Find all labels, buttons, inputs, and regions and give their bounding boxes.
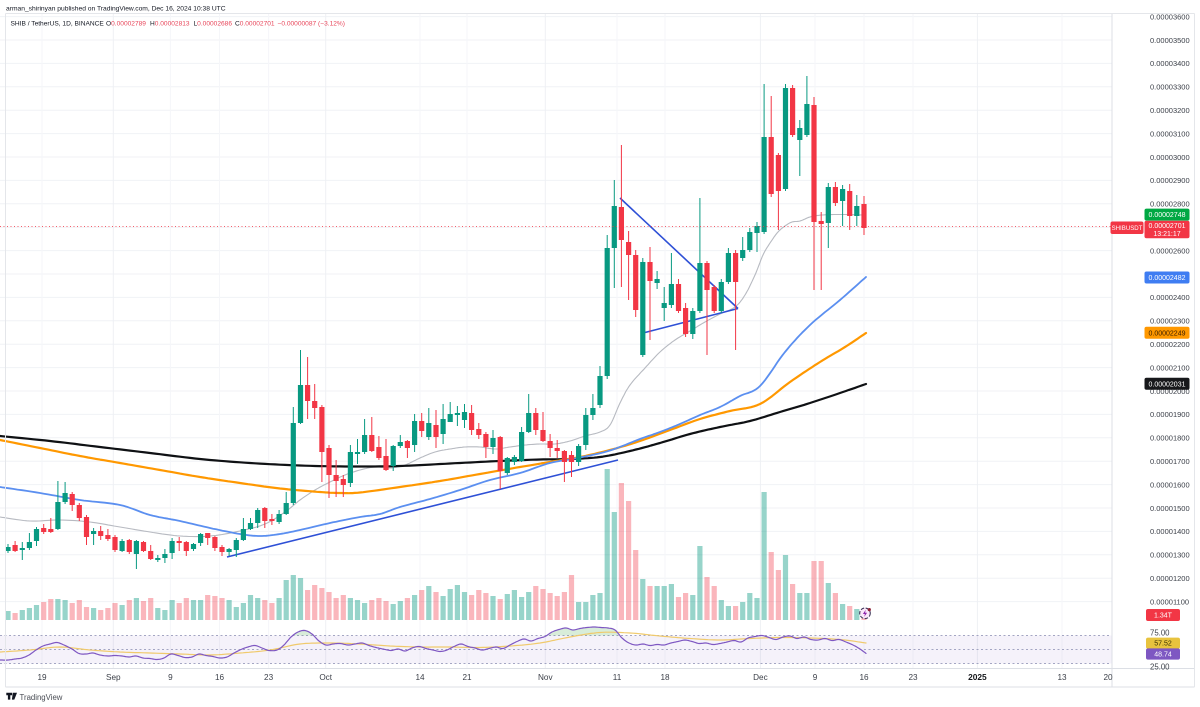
svg-text:0.00002249: 0.00002249 xyxy=(1149,330,1186,337)
svg-text:0.00003000: 0.00003000 xyxy=(1150,153,1190,162)
svg-text:arman_shirinyan published on T: arman_shirinyan published on TradingView… xyxy=(6,6,226,13)
svg-text:0.00003300: 0.00003300 xyxy=(1150,83,1190,92)
svg-text:75.00: 75.00 xyxy=(1150,628,1170,637)
svg-text:0.00001100: 0.00001100 xyxy=(1150,597,1189,606)
svg-text:Nov: Nov xyxy=(538,673,553,682)
svg-text:23: 23 xyxy=(908,673,918,682)
svg-text:13:21:17: 13:21:17 xyxy=(1153,231,1180,238)
svg-text:16: 16 xyxy=(215,673,225,682)
svg-text:0.00002748: 0.00002748 xyxy=(1149,212,1186,219)
svg-text:2025: 2025 xyxy=(968,672,987,682)
svg-text:Dec: Dec xyxy=(753,673,768,682)
svg-text:SHIBUSDT: SHIBUSDT xyxy=(1112,225,1143,232)
svg-text:0.00001500: 0.00001500 xyxy=(1150,504,1190,513)
svg-text:0.00001800: 0.00001800 xyxy=(1150,434,1190,443)
svg-text:0.00003600: 0.00003600 xyxy=(1150,12,1190,21)
svg-text:0.00002400: 0.00002400 xyxy=(1150,293,1190,302)
svg-text:0.00002482: 0.00002482 xyxy=(1149,275,1186,282)
svg-text:0.00003100: 0.00003100 xyxy=(1150,129,1190,138)
svg-text:TradingView: TradingView xyxy=(20,693,63,702)
svg-text:57.52: 57.52 xyxy=(1154,641,1172,648)
svg-text:0.00001600: 0.00001600 xyxy=(1150,480,1190,489)
svg-text:16: 16 xyxy=(859,673,869,682)
svg-text:9: 9 xyxy=(168,673,173,682)
svg-text:0.00001300: 0.00001300 xyxy=(1150,551,1190,560)
svg-text:14: 14 xyxy=(415,673,425,682)
svg-text:Sep: Sep xyxy=(106,673,121,682)
svg-text:0.00001900: 0.00001900 xyxy=(1150,410,1190,419)
svg-text:0.00002900: 0.00002900 xyxy=(1150,176,1190,185)
svg-text:0.00002300: 0.00002300 xyxy=(1150,317,1190,326)
svg-text:11: 11 xyxy=(613,673,622,682)
svg-text:21: 21 xyxy=(462,673,472,682)
svg-text:19: 19 xyxy=(37,673,47,682)
svg-text:0.00002600: 0.00002600 xyxy=(1150,246,1190,255)
svg-text:23: 23 xyxy=(264,673,274,682)
svg-text:20: 20 xyxy=(1103,673,1113,682)
svg-text:0.00002031: 0.00002031 xyxy=(1149,381,1186,388)
svg-text:0.00003200: 0.00003200 xyxy=(1150,106,1190,115)
svg-text:0.00002100: 0.00002100 xyxy=(1150,363,1190,372)
svg-text:1.34T: 1.34T xyxy=(1154,613,1173,620)
svg-text:25.00: 25.00 xyxy=(1150,662,1170,671)
svg-text:0.00002701: 0.00002701 xyxy=(1149,223,1186,230)
svg-text:0.00003500: 0.00003500 xyxy=(1150,36,1190,45)
svg-text:48.74: 48.74 xyxy=(1154,652,1172,659)
svg-text:0.00001400: 0.00001400 xyxy=(1150,527,1190,536)
svg-text:9: 9 xyxy=(813,673,818,682)
svg-text:0.00001700: 0.00001700 xyxy=(1150,457,1190,466)
svg-text:0.00002000: 0.00002000 xyxy=(1150,387,1190,396)
svg-text:0.00003400: 0.00003400 xyxy=(1150,59,1190,68)
svg-text:Oct: Oct xyxy=(319,673,332,682)
svg-text:13: 13 xyxy=(1057,673,1067,682)
svg-text:18: 18 xyxy=(660,673,670,682)
svg-text:0.00002200: 0.00002200 xyxy=(1150,340,1190,349)
svg-text:0.00001200: 0.00001200 xyxy=(1150,574,1190,583)
svg-text:0.00002800: 0.00002800 xyxy=(1150,200,1190,209)
